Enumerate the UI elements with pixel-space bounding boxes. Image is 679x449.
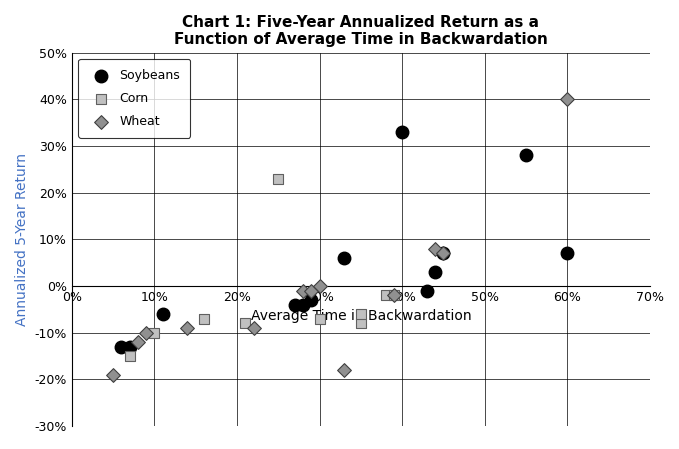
Soybeans	[116, 343, 127, 350]
Wheat	[562, 96, 573, 103]
Soybeans	[297, 301, 308, 308]
Wheat	[339, 366, 350, 374]
Corn	[380, 292, 391, 299]
Corn	[124, 352, 135, 360]
Soybeans	[289, 301, 300, 308]
Wheat	[306, 287, 317, 294]
Corn	[273, 175, 284, 182]
Wheat	[388, 292, 399, 299]
Corn	[240, 320, 251, 327]
Corn	[356, 310, 367, 317]
Soybeans	[124, 343, 135, 350]
Y-axis label: Annualized 5-Year Return: Annualized 5-Year Return	[15, 153, 29, 326]
Soybeans	[438, 250, 449, 257]
Corn	[356, 320, 367, 327]
Wheat	[314, 282, 325, 290]
Corn	[198, 315, 209, 322]
Wheat	[297, 287, 308, 294]
Legend: Soybeans, Corn, Wheat: Soybeans, Corn, Wheat	[78, 59, 190, 138]
Wheat	[132, 339, 143, 346]
Soybeans	[306, 296, 317, 304]
Soybeans	[158, 310, 168, 317]
Corn	[149, 329, 160, 336]
Soybeans	[430, 269, 441, 276]
Soybeans	[422, 287, 433, 294]
Wheat	[182, 325, 193, 332]
X-axis label: Average Time in Backwardation: Average Time in Backwardation	[251, 309, 471, 323]
Title: Chart 1: Five-Year Annualized Return as a
Function of Average Time in Backwardat: Chart 1: Five-Year Annualized Return as …	[174, 15, 548, 48]
Soybeans	[562, 250, 573, 257]
Soybeans	[339, 255, 350, 262]
Soybeans	[397, 128, 407, 136]
Wheat	[248, 325, 259, 332]
Wheat	[108, 371, 119, 378]
Wheat	[430, 245, 441, 252]
Wheat	[438, 250, 449, 257]
Corn	[314, 315, 325, 322]
Soybeans	[521, 152, 532, 159]
Wheat	[141, 329, 151, 336]
Corn	[388, 292, 399, 299]
